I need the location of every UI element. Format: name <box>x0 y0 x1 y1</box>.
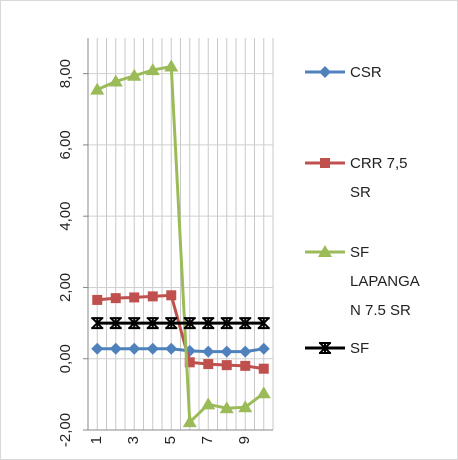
series-line <box>96 64 265 426</box>
data-point <box>220 345 233 358</box>
data-point <box>92 294 103 305</box>
x-tick-label: 1 <box>88 436 105 444</box>
data-point <box>109 317 122 330</box>
data-point <box>127 68 142 81</box>
data-point <box>129 292 140 303</box>
data-point <box>203 359 214 370</box>
data-point <box>165 342 178 355</box>
data-point <box>146 317 159 330</box>
data-point <box>90 82 105 95</box>
legend-marker <box>319 66 331 78</box>
y-tick-label: 0,00 <box>57 344 74 373</box>
series-line <box>97 293 264 371</box>
x-tick-label: 7 <box>199 436 216 444</box>
data-point <box>91 317 104 330</box>
y-tick-label: 2,00 <box>57 273 74 302</box>
data-point <box>147 291 158 302</box>
data-point <box>219 401 234 414</box>
data-point <box>258 363 269 374</box>
data-point <box>183 317 196 330</box>
data-point <box>202 317 215 330</box>
legend-label: CRR 7,5 SR <box>350 154 408 201</box>
data-point <box>165 317 178 330</box>
data-point <box>239 345 252 358</box>
x-tick-label: 3 <box>125 436 142 444</box>
legend-marker <box>320 158 330 168</box>
data-point <box>166 290 177 301</box>
legend-marker <box>318 245 332 257</box>
legend-label: SF LAPANGAN 7.5 SR <box>350 243 420 319</box>
data-point <box>221 360 232 371</box>
data-point <box>202 345 215 358</box>
data-point <box>240 360 251 371</box>
data-point <box>109 342 122 355</box>
data-point <box>257 342 270 355</box>
data-point <box>128 317 141 330</box>
legend-label: CSR <box>350 63 382 81</box>
data-point <box>201 397 216 410</box>
y-tick-label: 8,00 <box>57 59 74 88</box>
data-point <box>257 317 270 330</box>
data-point <box>184 357 195 368</box>
y-tick-label: 4,00 <box>57 202 74 231</box>
data-point <box>145 63 160 76</box>
data-point <box>220 317 233 330</box>
data-point <box>256 386 271 399</box>
data-point <box>146 342 159 355</box>
data-point <box>91 342 104 355</box>
series-line <box>97 347 264 354</box>
x-tick-label: 9 <box>236 436 253 444</box>
data-point <box>128 342 141 355</box>
y-tick-label: 6,00 <box>57 130 74 159</box>
data-point <box>164 59 179 72</box>
data-point <box>110 293 121 304</box>
data-point <box>108 74 123 87</box>
legend-marker <box>319 342 331 354</box>
data-point <box>238 400 253 413</box>
data-point <box>239 317 252 330</box>
legend-label: SF <box>350 339 370 357</box>
data-point <box>182 415 197 428</box>
y-tick-label: -2,00 <box>57 413 74 447</box>
x-tick-label: 5 <box>162 436 179 444</box>
